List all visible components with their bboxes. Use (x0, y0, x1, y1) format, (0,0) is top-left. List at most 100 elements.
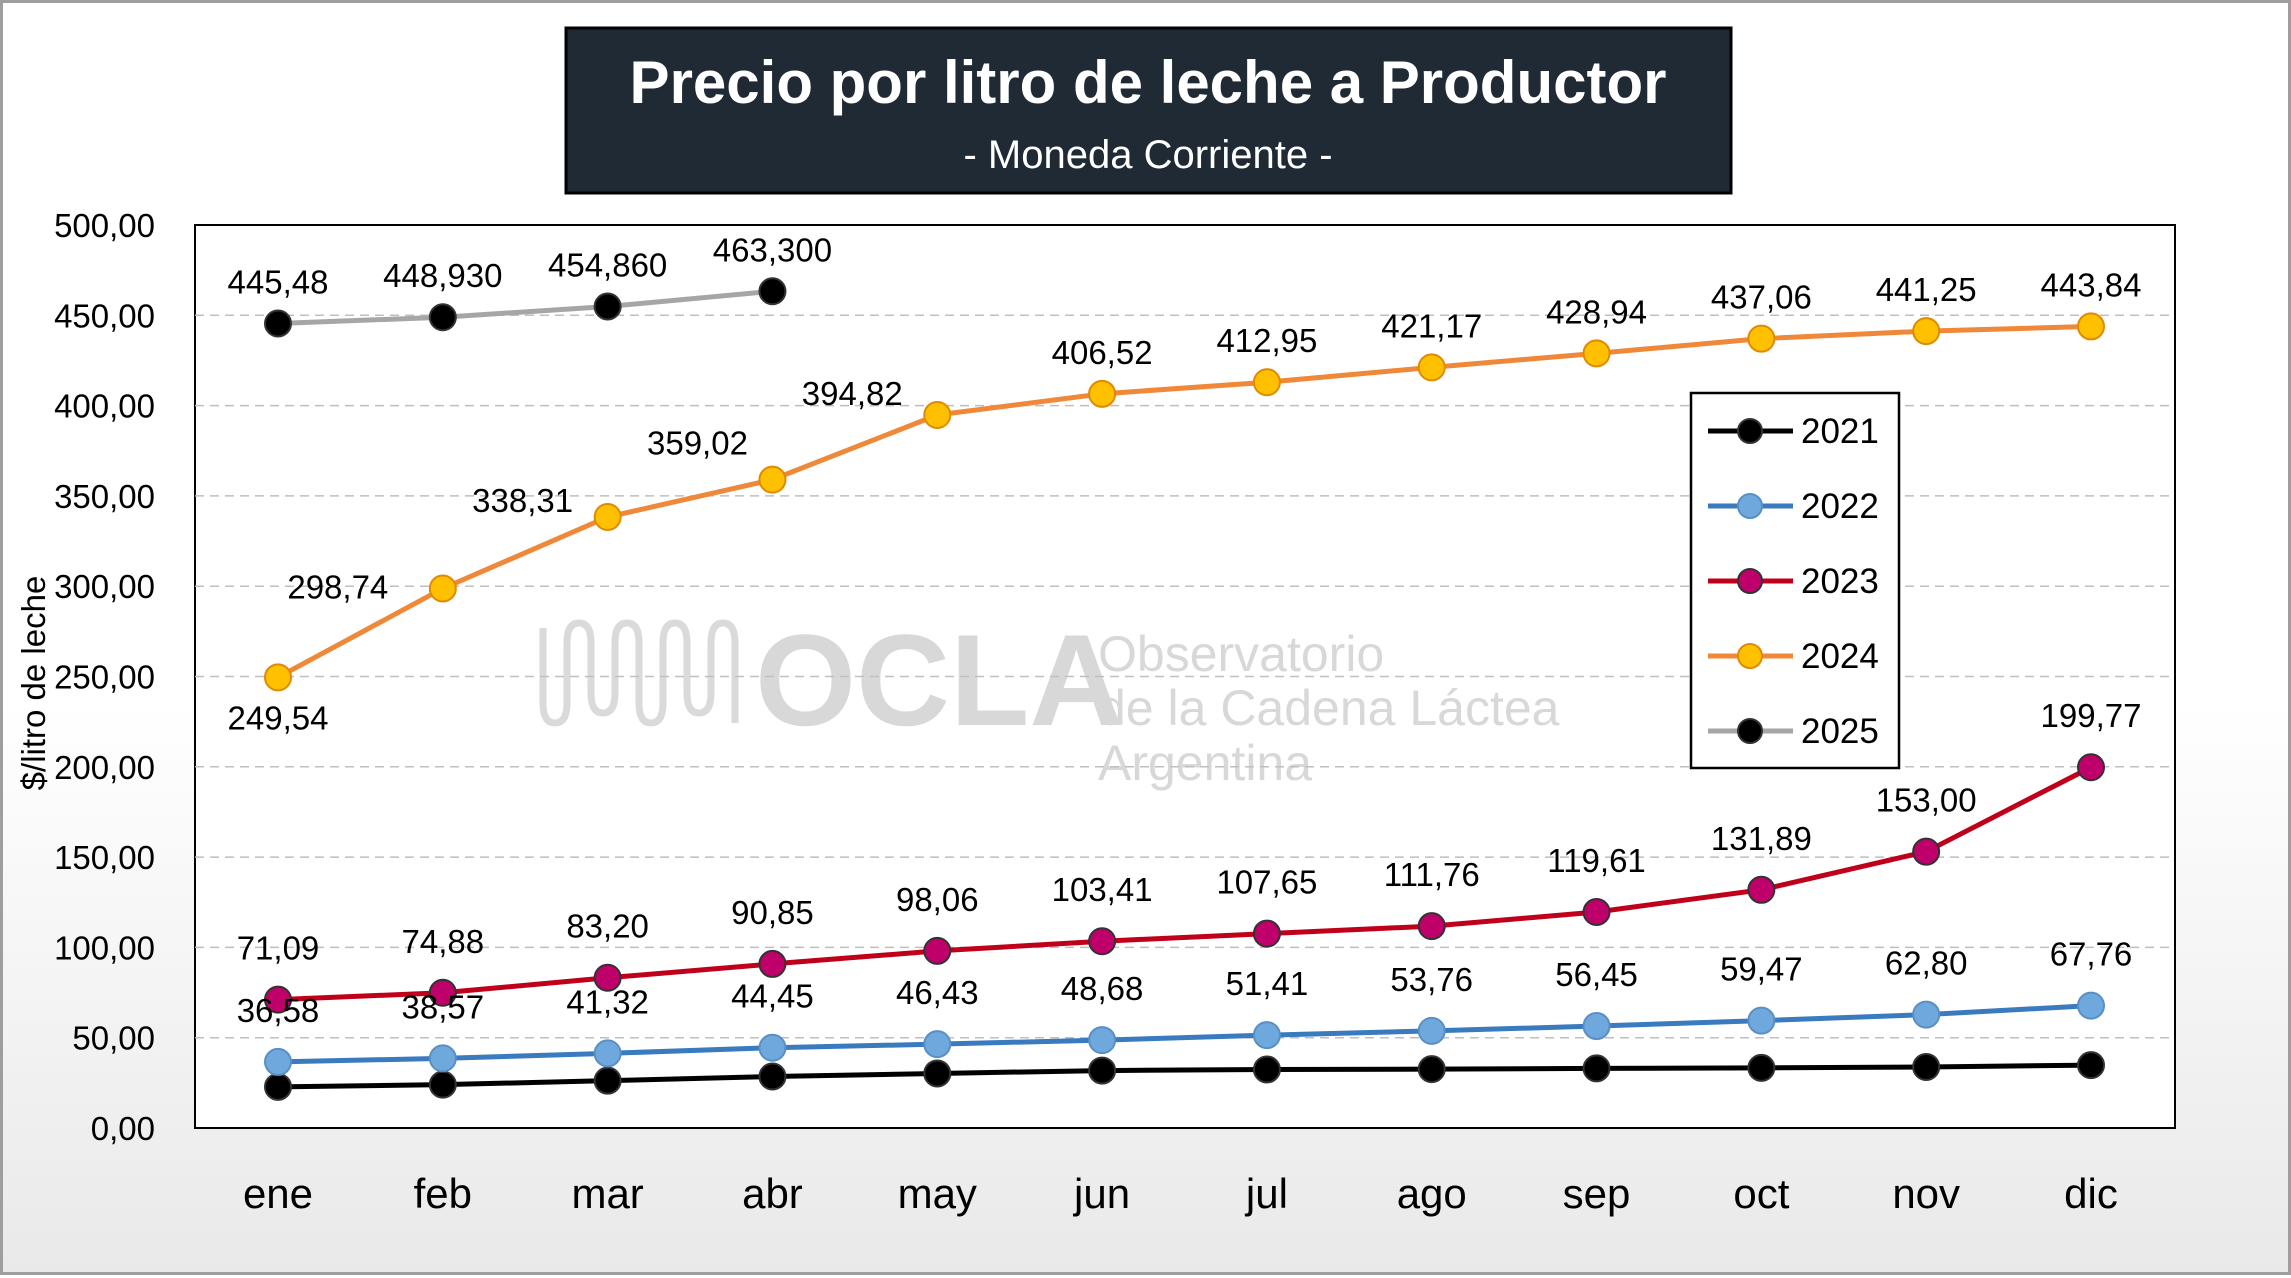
x-tick-label: nov (1892, 1170, 1960, 1217)
data-point-2025 (428, 303, 457, 332)
series-2023 (264, 753, 2105, 1014)
data-label-2022: 59,47 (1720, 951, 1803, 988)
data-point-2025 (758, 277, 787, 306)
data-point-2024 (758, 465, 787, 494)
x-tick-label: mar (571, 1170, 643, 1217)
data-point-2021 (1252, 1055, 1281, 1084)
data-point-2024 (1088, 379, 1117, 408)
data-label-2022: 56,45 (1555, 956, 1638, 993)
series-2022 (264, 991, 2105, 1076)
data-point-2021 (2077, 1051, 2105, 1080)
y-tick-label: 300,00 (54, 568, 155, 605)
data-point-2024 (1417, 353, 1446, 382)
y-tick-label: 500,00 (54, 207, 155, 244)
data-point-2021 (1582, 1054, 1611, 1083)
data-label-2023: 74,88 (402, 923, 485, 960)
x-tick-label: jun (1072, 1170, 1130, 1217)
data-point-2023 (1252, 919, 1281, 948)
series-line-2022 (277, 1003, 2092, 1065)
data-point-2024 (264, 663, 292, 692)
data-label-2022: 48,68 (1061, 970, 1144, 1007)
legend-item-2025: 2025 (1708, 712, 1879, 751)
chart-title: Precio por litro de leche a Productor (630, 49, 1667, 116)
data-label-2024: 421,17 (1381, 307, 1482, 344)
y-tick-label: 50,00 (72, 1020, 155, 1057)
data-point-2022 (1747, 1006, 1776, 1035)
data-label-2022: 41,32 (566, 983, 649, 1020)
y-tick-label: 100,00 (54, 929, 155, 966)
data-label-2025: 454,860 (548, 247, 667, 284)
data-point-2024 (1582, 339, 1611, 368)
data-point-2021 (1417, 1055, 1446, 1084)
data-point-2023 (593, 963, 622, 992)
x-tick-label: may (898, 1170, 977, 1217)
ocla-logo-icon (539, 619, 739, 727)
data-point-2022 (428, 1044, 457, 1073)
data-point-2023 (1747, 875, 1776, 904)
legend-label: 2021 (1801, 412, 1879, 451)
data-label-2024: 298,74 (287, 568, 388, 605)
data-point-2022 (923, 1030, 952, 1059)
legend-label: 2025 (1801, 712, 1879, 751)
data-point-2022 (593, 1039, 622, 1068)
legend-label: 2023 (1801, 562, 1879, 601)
data-label-2022: 53,76 (1390, 961, 1473, 998)
legend: 2021 2022 2023 2024 2025 (1689, 391, 1901, 770)
y-tick-label: 200,00 (54, 749, 155, 786)
x-tick-label: ago (1397, 1170, 1467, 1217)
data-point-2023 (2077, 753, 2105, 782)
data-label-2023: 119,61 (1547, 842, 1645, 879)
data-label-2023: 131,89 (1711, 820, 1812, 857)
legend-item-2024: 2024 (1708, 637, 1879, 676)
x-axis-ticks: ene feb mar abr may jun jul ago sep oct nov dic (243, 1170, 2118, 1217)
y-axis-ticks: 0,00 50,00 100,00 150,00 200,00 250,00 300,00 3… (54, 207, 155, 1147)
y-tick-label: 450,00 (54, 297, 155, 334)
legend-label: 2022 (1801, 487, 1879, 526)
series-lines (264, 277, 2105, 1101)
data-label-2023: 83,20 (566, 908, 649, 945)
x-tick-label: sep (1563, 1170, 1631, 1217)
data-point-2025 (264, 309, 292, 338)
data-point-2022 (758, 1033, 787, 1062)
data-point-2022 (1417, 1016, 1446, 1045)
data-point-2021 (264, 1072, 292, 1101)
y-tick-label: 400,00 (54, 388, 155, 425)
y-tick-label: 250,00 (54, 659, 155, 696)
data-label-2023: 107,65 (1216, 864, 1317, 901)
data-point-2021 (593, 1066, 622, 1095)
y-axis-label: $/litro de leche (15, 576, 52, 791)
legend-item-2022: 2022 (1708, 487, 1879, 526)
data-point-2021 (1088, 1056, 1117, 1085)
data-point-2021 (1912, 1052, 1941, 1081)
data-point-2023 (1088, 927, 1117, 956)
data-label-2022: 51,41 (1226, 965, 1309, 1002)
data-label-2024: 428,94 (1546, 293, 1647, 330)
data-point-2023 (1582, 897, 1611, 926)
x-tick-label: oct (1733, 1170, 1789, 1217)
data-label-2023: 98,06 (896, 881, 979, 918)
legend-marker (1737, 418, 1763, 444)
data-label-2022: 46,43 (896, 974, 979, 1011)
ocla-watermark: OCLA Observatorio de la Cadena Láctea Ar… (539, 607, 1560, 791)
data-point-2024 (1252, 368, 1281, 397)
data-point-2021 (428, 1070, 457, 1099)
data-point-2024 (593, 503, 622, 532)
legend-marker (1737, 568, 1763, 594)
data-label-2023: 103,41 (1052, 871, 1153, 908)
data-point-2023 (1417, 912, 1446, 941)
series-2025 (264, 277, 787, 338)
data-point-2023 (1912, 837, 1941, 866)
data-label-2025: 448,930 (383, 257, 502, 294)
data-label-2024: 359,02 (647, 425, 748, 462)
data-label-2023: 111,76 (1384, 856, 1480, 893)
x-tick-label: dic (2064, 1170, 2118, 1217)
data-point-2022 (1582, 1012, 1611, 1041)
y-tick-label: 150,00 (54, 839, 155, 876)
data-point-2021 (923, 1059, 952, 1088)
data-label-2024: 441,25 (1876, 271, 1977, 308)
data-label-2024: 437,06 (1711, 279, 1812, 316)
legend-marker (1737, 643, 1763, 669)
series-2021 (264, 1051, 2105, 1101)
series-line-2023 (277, 764, 2093, 1003)
legend-item-2021: 2021 (1708, 412, 1879, 451)
